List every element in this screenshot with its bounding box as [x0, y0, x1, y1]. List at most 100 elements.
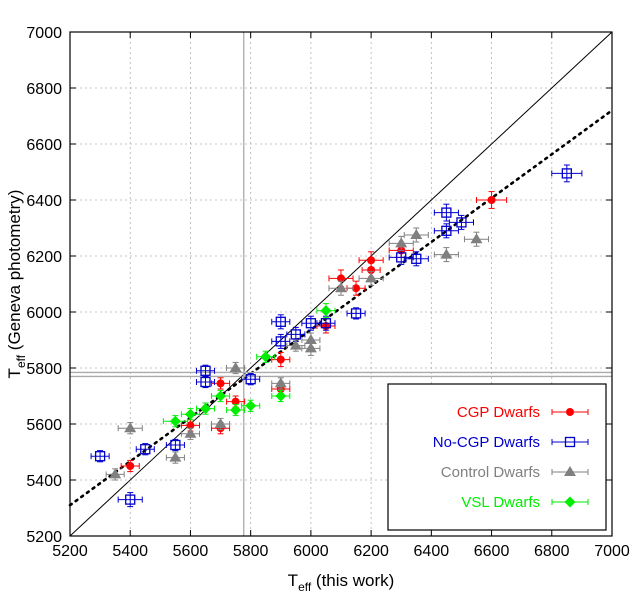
legend-label: No-CGP Dwarfs — [433, 434, 540, 451]
point-marker — [274, 377, 287, 388]
point-marker — [169, 451, 182, 462]
point-marker — [94, 451, 106, 462]
legend-marker — [566, 408, 574, 416]
x-axis-title: Teff (this work) — [288, 571, 395, 594]
data-point-control-dwarfs — [388, 235, 414, 251]
data-point-no-cgp-dwarfs — [271, 314, 291, 330]
point-marker — [289, 339, 302, 350]
legend-label: CGP Dwarfs — [457, 404, 540, 421]
x-tick-label: 5600 — [173, 543, 209, 560]
legend: CGP Dwarfs No-CGP Dwarfs Control Dwarfs VSL… — [387, 383, 607, 531]
data-point-no-cgp-dwarfs — [165, 438, 185, 452]
data-point-no-cgp-dwarfs — [551, 164, 583, 183]
legend-marker — [564, 496, 576, 508]
point-marker — [169, 415, 181, 427]
y-tick-label: 6600 — [26, 137, 62, 154]
data-point-vsl-dwarfs — [256, 350, 276, 363]
data-point-no-cgp-dwarfs — [433, 203, 459, 222]
point-marker — [350, 308, 362, 319]
point-marker — [124, 422, 137, 433]
data-point-control-dwarfs — [403, 227, 429, 243]
legend-item-vsl-dwarfs: VSL Dwarfs — [461, 494, 589, 511]
y-tick-label: 7000 — [26, 25, 62, 42]
data-point-control-dwarfs — [301, 332, 321, 348]
point-marker — [231, 397, 240, 406]
point-marker — [305, 318, 317, 329]
y-tick-label: 6000 — [26, 305, 62, 322]
data-point-vsl-dwarfs — [316, 303, 336, 319]
fit-line-dotted — [68, 109, 614, 507]
point-marker — [109, 468, 122, 479]
data-point-control-dwarfs — [433, 247, 459, 263]
x-tick-label: 5400 — [112, 543, 148, 560]
data-point-control-dwarfs — [463, 231, 490, 247]
data-point-control-dwarfs — [165, 451, 185, 464]
data-point-control-dwarfs — [105, 468, 125, 481]
point-marker — [367, 256, 376, 265]
point-marker — [215, 390, 227, 402]
x-tick-label: 6600 — [474, 543, 510, 560]
data-point-cgp-dwarfs — [211, 377, 231, 390]
point-marker — [216, 379, 225, 388]
data-point-control-dwarfs — [358, 270, 384, 286]
data-point-no-cgp-dwarfs — [135, 443, 155, 456]
y-tick-label: 5800 — [26, 361, 62, 378]
data-point-control-dwarfs — [226, 361, 246, 375]
data-point-cgp-dwarfs — [476, 191, 508, 209]
y-tick-label: 6400 — [26, 193, 62, 210]
point-marker — [230, 404, 242, 416]
point-marker — [184, 408, 196, 420]
legend-item-cgp-dwarfs: CGP Dwarfs — [457, 404, 589, 421]
point-marker — [275, 336, 286, 347]
point-marker — [260, 351, 272, 363]
point-marker — [561, 168, 572, 179]
y-tick-label: 5400 — [26, 473, 62, 490]
point-marker — [320, 318, 332, 329]
y-tick-label: 6800 — [26, 81, 62, 98]
point-marker — [456, 217, 467, 228]
data-point-vsl-dwarfs — [226, 403, 246, 417]
legend-item-no-cgp-dwarfs: No-CGP Dwarfs — [433, 434, 589, 451]
data-point-no-cgp-dwarfs — [388, 249, 414, 265]
point-marker — [441, 207, 452, 218]
point-marker — [337, 274, 345, 283]
data-point-no-cgp-dwarfs — [241, 373, 261, 386]
x-tick-label: 7000 — [594, 543, 630, 560]
legend-item-control-dwarfs: Control Dwarfs — [441, 464, 589, 481]
legend-label: Control Dwarfs — [441, 464, 540, 481]
point-marker — [140, 444, 151, 455]
series-vsl-dwarfs — [162, 303, 336, 428]
point-marker — [367, 266, 376, 274]
data-point-cgp-dwarfs — [358, 251, 384, 270]
point-marker — [352, 284, 361, 293]
data-point-no-cgp-dwarfs — [90, 450, 110, 463]
y-tick-label: 5600 — [26, 417, 62, 434]
data-point-control-dwarfs — [286, 339, 306, 352]
data-point-vsl-dwarfs — [195, 402, 216, 415]
data-point-vsl-dwarfs — [241, 399, 261, 412]
point-marker — [126, 462, 135, 470]
point-marker — [200, 376, 211, 388]
point-marker — [245, 374, 256, 385]
plot-frame — [69, 31, 613, 537]
point-marker — [200, 403, 211, 415]
legend-label: VSL Dwarfs — [461, 494, 540, 511]
point-marker — [275, 316, 286, 327]
point-marker — [184, 427, 197, 438]
data-point-no-cgp-dwarfs — [195, 375, 216, 389]
point-marker — [186, 421, 195, 430]
point-marker — [290, 329, 301, 340]
data-point-control-dwarfs — [117, 422, 143, 435]
point-marker — [229, 362, 242, 372]
point-marker — [275, 390, 287, 402]
data-point-no-cgp-dwarfs — [433, 223, 459, 239]
point-marker — [214, 418, 227, 428]
data-point-no-cgp-dwarfs — [301, 315, 321, 331]
legend-marker — [564, 436, 576, 448]
x-tick-label: 5800 — [233, 543, 269, 560]
x-tick-label: 6200 — [353, 543, 389, 560]
data-point-control-dwarfs — [328, 280, 354, 296]
series-control-dwarfs — [105, 227, 490, 481]
data-point-no-cgp-dwarfs — [117, 492, 143, 508]
data-point-vsl-dwarfs — [271, 389, 291, 403]
